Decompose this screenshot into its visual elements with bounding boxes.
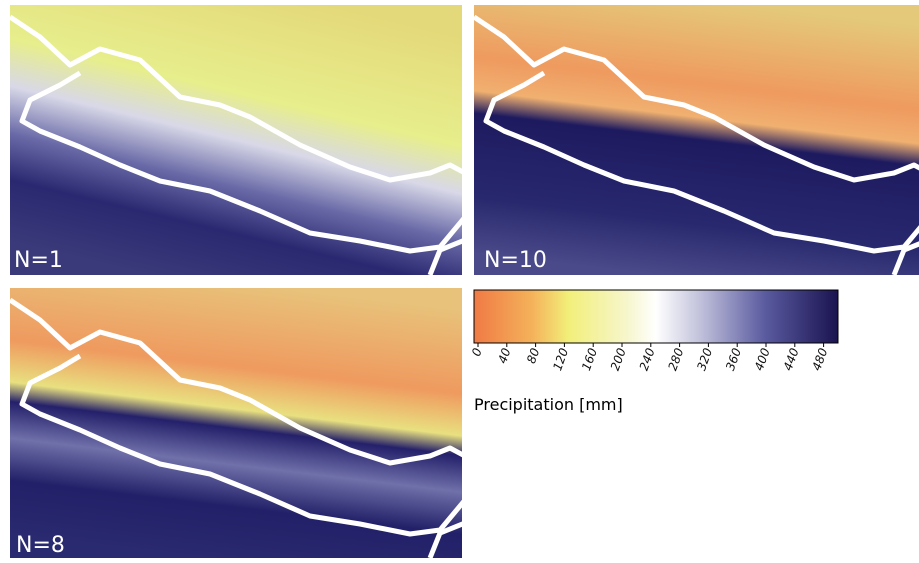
tick-label: 440 bbox=[781, 346, 802, 373]
tick-label: 320 bbox=[694, 346, 715, 373]
tick-label: 240 bbox=[637, 346, 658, 373]
map-panel: N=1 bbox=[10, 5, 465, 275]
tick-label: 400 bbox=[752, 346, 773, 373]
tick-label: 480 bbox=[809, 346, 830, 373]
tick-label: 0 bbox=[469, 346, 485, 358]
figure: N=1 N=10 N=8 Precipitation [mm] 0 40 80 120… bbox=[0, 0, 919, 563]
figure-canvas: N=1 N=10 N=8 Precipitation [mm] 0 40 80 120… bbox=[0, 0, 919, 563]
map-panel: N=10 bbox=[474, 5, 919, 275]
tick-label: 80 bbox=[524, 346, 543, 365]
tick-label: 40 bbox=[495, 346, 514, 365]
tick-label: 360 bbox=[723, 346, 744, 373]
colorbar-ramp bbox=[474, 290, 838, 343]
panel-label: N=1 bbox=[14, 248, 63, 273]
colorbar-title: Precipitation [mm] bbox=[474, 395, 623, 414]
colorbar: Precipitation [mm] 0 40 80 120 160 200 240 280 3… bbox=[469, 290, 838, 414]
tick-label: 200 bbox=[608, 346, 629, 373]
panel-label: N=10 bbox=[484, 248, 547, 273]
tick-label: 120 bbox=[550, 346, 571, 373]
map-panel: N=8 bbox=[10, 288, 465, 558]
tick-label: 160 bbox=[579, 346, 600, 373]
panel-label: N=8 bbox=[16, 533, 65, 558]
tick-label: 280 bbox=[665, 346, 686, 373]
